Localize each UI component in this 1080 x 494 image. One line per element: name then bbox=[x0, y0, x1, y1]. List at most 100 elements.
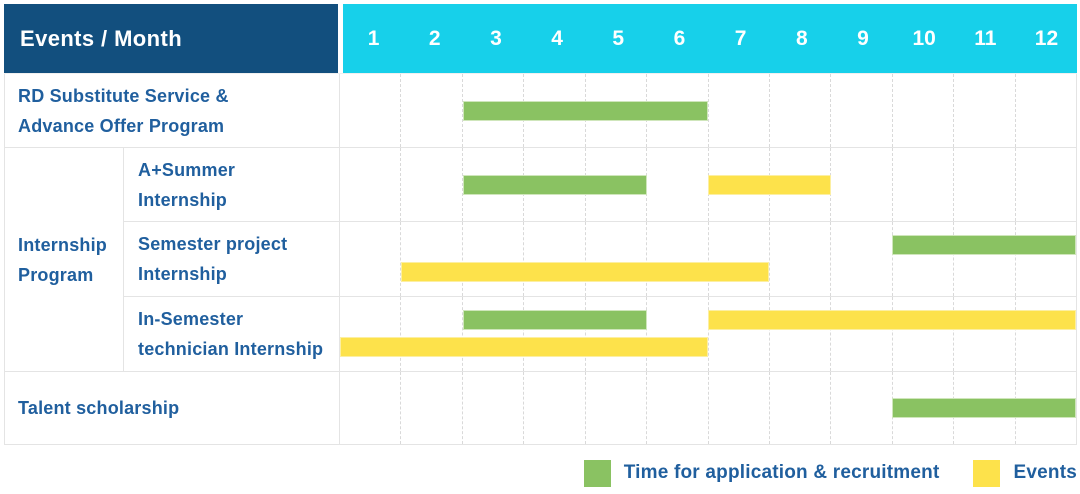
month-column-cell bbox=[646, 148, 707, 221]
row-label-line: A+Summer bbox=[138, 159, 236, 180]
table-row-a-plus-summer-internship: A+Summer Internship bbox=[124, 148, 1077, 221]
green-bar-talent-scholarship bbox=[892, 398, 1076, 418]
month-column-cell bbox=[523, 297, 584, 371]
month-column-cell bbox=[768, 74, 830, 147]
chart-zone-rd-substitute bbox=[340, 74, 1077, 147]
month-column-cell bbox=[891, 148, 953, 221]
yellow-bar-semester-project-internship bbox=[401, 262, 770, 282]
month-column-cell bbox=[400, 297, 461, 371]
month-column-cell bbox=[584, 372, 646, 444]
month-header-10: 10 bbox=[912, 26, 936, 50]
table-row-talent-scholarship: Talent scholarship bbox=[4, 371, 1077, 444]
month-column-cell bbox=[461, 74, 523, 147]
month-header-11: 11 bbox=[974, 26, 997, 50]
month-header-12: 12 bbox=[1034, 26, 1059, 50]
yellow-bar-a-plus-summer-internship bbox=[708, 174, 831, 195]
month-column-cell bbox=[891, 297, 953, 371]
month-column-cell bbox=[707, 372, 769, 444]
legend-swatch-yellow bbox=[973, 459, 1001, 487]
month-column-cell bbox=[461, 297, 523, 371]
month-column-cell bbox=[830, 297, 891, 371]
yellow-bar-in-semester-technician-internship bbox=[340, 337, 708, 357]
month-column-cell bbox=[523, 222, 584, 296]
month-header-3: 3 bbox=[490, 26, 502, 50]
row-label-in-semester-technician-internship: In-Semester technician Internship bbox=[124, 297, 340, 371]
legend-label-green: Time for application & recruitment bbox=[623, 462, 940, 483]
month-column-cell bbox=[340, 372, 400, 444]
month-column-cell bbox=[953, 222, 1014, 296]
header-gap bbox=[338, 4, 343, 73]
gantt-table: Events / Month 1 2 3 4 5 6 7 8 9 10 11 12 RD Substi… bbox=[4, 4, 1077, 445]
month-column-cell bbox=[646, 297, 707, 371]
month-column-cell bbox=[891, 74, 953, 147]
row-label-line: Internship bbox=[138, 264, 228, 284]
month-column-cell bbox=[584, 222, 646, 296]
month-column-cell bbox=[646, 372, 707, 444]
chart-zone-a-plus-summer-internship bbox=[340, 148, 1077, 221]
table-row-in-semester-technician-internship: In-Semester technician Internship bbox=[124, 296, 1077, 371]
row-label-line: In-Semester bbox=[138, 309, 244, 329]
month-column-cell bbox=[707, 222, 769, 296]
legend-label-yellow: Events bbox=[1013, 462, 1077, 483]
month-column-cell bbox=[830, 148, 891, 221]
month-column-cell bbox=[953, 297, 1014, 371]
subrows-internship-program: A+Summer Internship Semester project Intern… bbox=[124, 148, 1077, 371]
month-header-row: 1 2 3 4 5 6 7 8 9 10 11 12 bbox=[343, 4, 1077, 73]
chart-zone-in-semester-technician-internship bbox=[340, 297, 1077, 371]
table-body: RD Substitute Service & Advance Offer Pro… bbox=[4, 73, 1077, 445]
month-header-6: 6 bbox=[673, 26, 686, 50]
group-label-internship-program: Internship Program bbox=[4, 148, 124, 371]
legend: Time for application & recruitment Events bbox=[583, 458, 1077, 488]
row-label-a-plus-summer-internship: A+Summer Internship bbox=[124, 148, 340, 221]
month-column-cell bbox=[1014, 148, 1076, 221]
month-column-cell bbox=[830, 372, 891, 444]
month-column-cell bbox=[707, 297, 769, 371]
chart-zone-semester-project-internship bbox=[340, 222, 1077, 296]
month-header-2: 2 bbox=[428, 26, 441, 50]
month-column-cell bbox=[707, 74, 769, 147]
month-column-cell bbox=[1014, 297, 1076, 371]
month-column-cell bbox=[461, 222, 523, 296]
yellow-bar-in-semester-technician-internship bbox=[708, 310, 1076, 330]
legend-swatch-green bbox=[583, 459, 611, 487]
row-label-line: RD Substitute Service & bbox=[18, 85, 229, 106]
month-column-cell bbox=[400, 372, 461, 444]
table-row-semester-project-internship: Semester project Internship bbox=[124, 221, 1077, 296]
month-header-8: 8 bbox=[795, 26, 808, 50]
month-column-cell bbox=[340, 222, 400, 296]
month-column-cell bbox=[340, 148, 400, 221]
row-label-line: Internship bbox=[138, 189, 228, 210]
month-column-cell bbox=[953, 74, 1014, 147]
month-column-cell bbox=[830, 222, 891, 296]
row-label-line: Internship bbox=[18, 234, 108, 255]
table-row-rd-substitute: RD Substitute Service & Advance Offer Pro… bbox=[4, 74, 1077, 147]
row-label-line: Advance Offer Program bbox=[18, 115, 225, 136]
month-column-cell bbox=[646, 222, 707, 296]
table-row-internship-program: Internship Program A+Summer Internship Semes… bbox=[4, 147, 1077, 371]
month-column-cell bbox=[340, 74, 400, 147]
green-bar-rd-substitute bbox=[462, 100, 708, 121]
month-column-cell bbox=[400, 222, 461, 296]
month-column-cell bbox=[830, 74, 891, 147]
month-column-cell bbox=[400, 148, 461, 221]
month-column-cell bbox=[461, 372, 523, 444]
month-column-cell bbox=[768, 372, 830, 444]
month-header-9: 9 bbox=[857, 26, 869, 50]
chart-zone-talent-scholarship bbox=[340, 372, 1077, 444]
month-header-5: 5 bbox=[612, 26, 625, 50]
month-header-1: 1 bbox=[367, 26, 380, 50]
green-bar-a-plus-summer-internship bbox=[462, 174, 647, 195]
month-column-cell bbox=[953, 148, 1014, 221]
legend-item-green: Time for application & recruitment bbox=[583, 459, 940, 487]
month-column-cell bbox=[768, 297, 830, 371]
month-column-cell bbox=[340, 297, 400, 371]
month-header-7: 7 bbox=[734, 26, 747, 50]
legend-item-yellow: Events bbox=[973, 459, 1077, 487]
row-label-line: Program bbox=[18, 264, 94, 285]
month-column-cell bbox=[461, 148, 523, 221]
table-header: Events / Month 1 2 3 4 5 6 7 8 9 10 11 12 bbox=[4, 4, 1077, 73]
row-label-talent-scholarship: Talent scholarship bbox=[4, 372, 340, 444]
month-column-cell bbox=[584, 297, 646, 371]
month-column-cell bbox=[1014, 222, 1076, 296]
row-label-line: Talent scholarship bbox=[18, 398, 180, 418]
